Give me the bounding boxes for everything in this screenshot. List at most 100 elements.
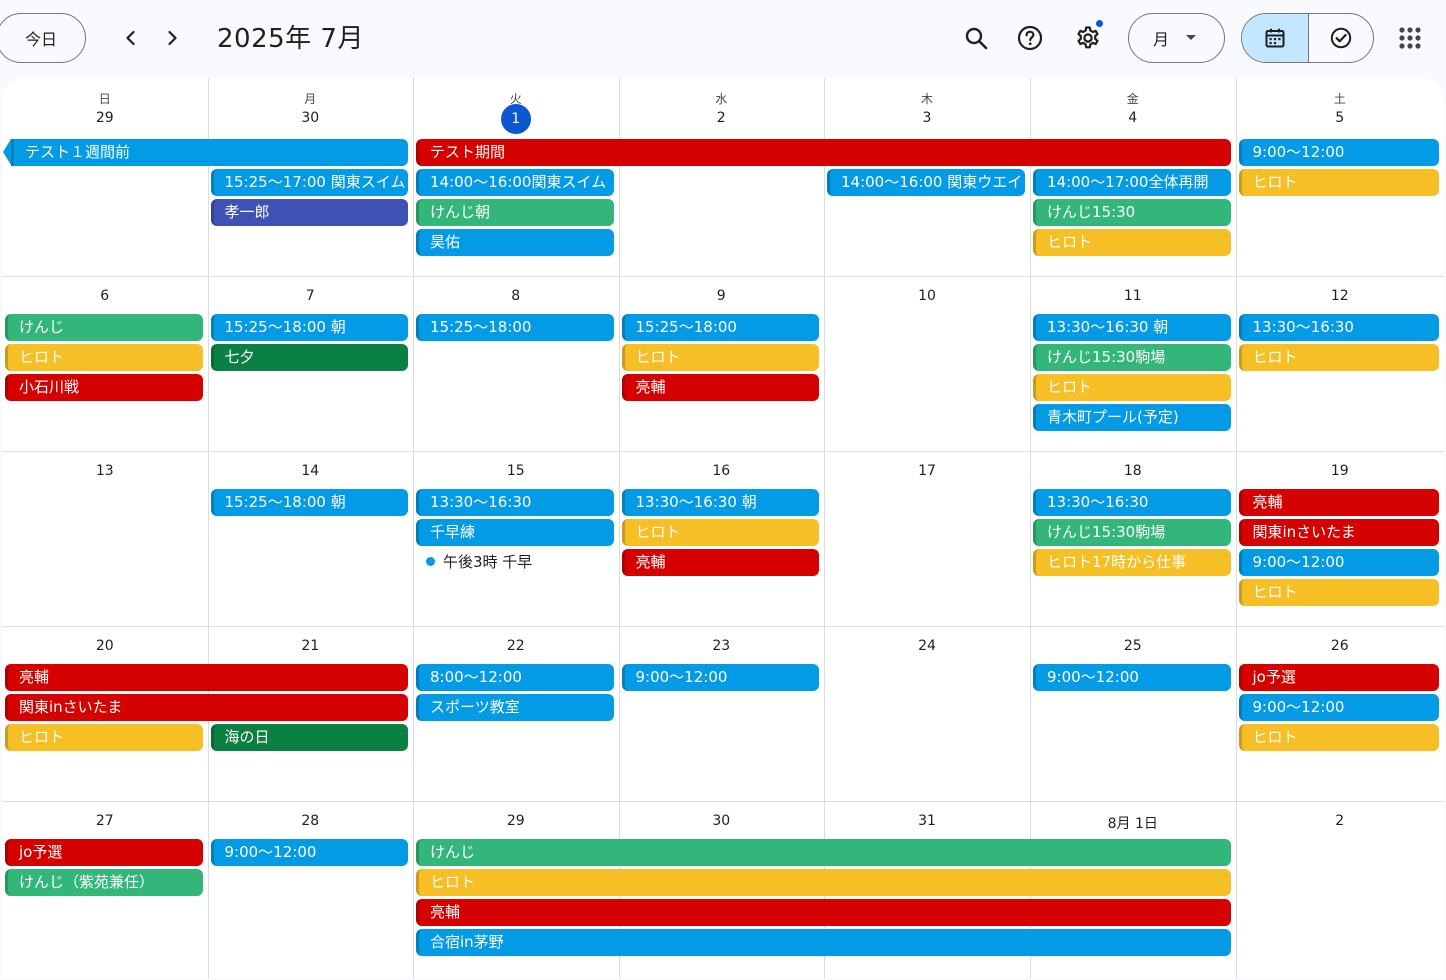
event-chip[interactable]: けんじ15:30 (1033, 199, 1231, 226)
event-chip[interactable]: 15:25〜17:00 関東スイム (210, 169, 408, 196)
day-number[interactable]: 2 (716, 110, 726, 126)
event-chip[interactable]: ヒロト (5, 344, 203, 371)
day-number[interactable]: 30 (712, 813, 731, 829)
day-number[interactable]: 4 (1128, 110, 1138, 126)
event-chip[interactable]: 七夕 (210, 344, 408, 371)
event-chip[interactable]: ヒロト (1033, 229, 1231, 256)
event-chip[interactable]: けんじ（紫苑兼任） (5, 869, 203, 896)
day-number[interactable]: 9 (716, 288, 726, 304)
chevron-right-icon[interactable] (156, 22, 188, 54)
event-chip[interactable]: 13:30〜16:30 朝 (1033, 314, 1231, 341)
event-chip[interactable]: 亮輔 (621, 374, 819, 401)
day-number[interactable]: 1 (413, 104, 619, 134)
event-chip[interactable]: 孝一郎 (210, 199, 408, 226)
day-number[interactable]: 7 (305, 288, 315, 304)
event-chip[interactable]: 関東inさいたま (1238, 519, 1439, 546)
event-chip[interactable]: 15:25〜18:00 朝 (210, 489, 408, 516)
day-number[interactable]: 29 (95, 110, 114, 126)
day-number[interactable]: 14 (301, 463, 320, 479)
event-chip[interactable]: けんじ (416, 839, 1231, 866)
apps-grid-icon[interactable] (1394, 22, 1426, 54)
event-chip[interactable]: 9:00〜12:00 (1238, 694, 1439, 721)
event-chip[interactable]: ヒロト17時から仕事 (1033, 549, 1231, 576)
search-icon[interactable] (958, 20, 994, 56)
event-chip[interactable]: 亮輔 (5, 664, 408, 691)
event-chip[interactable]: 9:00〜12:00 (1238, 549, 1439, 576)
calendar-icon[interactable] (1242, 14, 1308, 62)
event-chip[interactable]: 15:25〜18:00 (416, 314, 614, 341)
day-number[interactable]: 27 (95, 813, 114, 829)
day-number[interactable]: 29 (506, 813, 525, 829)
day-number[interactable]: 2 (1335, 813, 1345, 829)
event-chip[interactable]: 亮輔 (416, 899, 1231, 926)
event-chip[interactable]: jo予選 (1238, 664, 1439, 691)
gear-icon[interactable] (1070, 20, 1106, 56)
event-chip[interactable]: テスト１週間前 (11, 139, 408, 166)
day-number[interactable]: 20 (95, 638, 114, 654)
view-select[interactable]: 月 (1128, 13, 1225, 63)
event-chip[interactable]: 千早練 (416, 519, 614, 546)
day-number[interactable]: 18 (1123, 463, 1142, 479)
event-chip[interactable]: ヒロト (416, 869, 1231, 896)
day-number[interactable]: 16 (712, 463, 731, 479)
day-number[interactable]: 6 (100, 288, 110, 304)
event-chip[interactable]: ヒロト (1238, 724, 1439, 751)
day-number[interactable]: 8 (511, 288, 521, 304)
day-number[interactable]: 11 (1123, 288, 1142, 304)
event-chip[interactable]: 9:00〜12:00 (1033, 664, 1231, 691)
event-chip[interactable]: ヒロト (1238, 579, 1439, 606)
event-chip[interactable]: 小石川戦 (5, 374, 203, 401)
event-chip[interactable]: 13:30〜16:30 (1033, 489, 1231, 516)
event-chip[interactable]: ヒロト (1238, 169, 1439, 196)
event-chip[interactable]: けんじ15:30駒場 (1033, 519, 1231, 546)
event-chip[interactable]: ヒロト (621, 344, 819, 371)
event-chip[interactable]: けんじ朝 (416, 199, 614, 226)
event-chip[interactable]: 14:00〜16:00 関東ウエイ (827, 169, 1025, 196)
task-check-icon[interactable] (1307, 14, 1374, 62)
day-number[interactable]: 23 (712, 638, 731, 654)
event-chip[interactable]: 合宿in茅野 (416, 929, 1231, 956)
day-number[interactable]: 12 (1330, 288, 1349, 304)
event-chip[interactable]: ヒロト (1033, 374, 1231, 401)
day-number[interactable]: 8月 1日 (1107, 816, 1158, 832)
event-chip[interactable]: テスト期間 (416, 139, 1231, 166)
day-number[interactable]: 3 (922, 110, 932, 126)
event-chip[interactable]: 9:00〜12:00 (621, 664, 819, 691)
event-chip[interactable]: ヒロト (621, 519, 819, 546)
event-chip[interactable]: 9:00〜12:00 (1238, 139, 1439, 166)
event-chip[interactable]: 関東inさいたま (5, 694, 408, 721)
today-marker[interactable]: 1 (500, 104, 531, 134)
event-chip[interactable]: 13:30〜16:30 (416, 489, 614, 516)
event-chip[interactable]: 15:25〜18:00 (621, 314, 819, 341)
day-number[interactable]: 15 (506, 463, 525, 479)
event-chip[interactable]: 海の日 (210, 724, 408, 751)
day-number[interactable]: 21 (301, 638, 320, 654)
day-number[interactable]: 25 (1123, 638, 1142, 654)
day-number[interactable]: 17 (918, 463, 936, 479)
day-number[interactable]: 13 (95, 463, 114, 479)
day-number[interactable]: 10 (918, 288, 936, 304)
event-chip[interactable]: 昊佑 (416, 229, 614, 256)
event-chip[interactable]: jo予選 (5, 839, 203, 866)
event-chip[interactable]: 14:00〜16:00関東スイム (416, 169, 614, 196)
event-chip[interactable]: 8:00〜12:00 (416, 664, 614, 691)
event-chip[interactable]: 亮輔 (1238, 489, 1439, 516)
day-number[interactable]: 5 (1335, 110, 1345, 126)
event-chip[interactable]: 15:25〜18:00 朝 (210, 314, 408, 341)
day-number[interactable]: 19 (1330, 463, 1349, 479)
timed-event[interactable]: 午後3時 千早 (416, 549, 532, 576)
event-chip[interactable]: 亮輔 (621, 549, 819, 576)
event-chip[interactable]: 13:30〜16:30 (1238, 314, 1439, 341)
event-chip[interactable]: 14:00〜17:00全体再開 (1033, 169, 1231, 196)
event-chip[interactable]: ヒロト (1238, 344, 1439, 371)
today-button[interactable]: 今日 (0, 13, 86, 63)
help-icon[interactable] (1012, 20, 1048, 56)
event-chip[interactable]: けんじ (5, 314, 203, 341)
chevron-left-icon[interactable] (115, 22, 147, 54)
event-chip[interactable]: けんじ15:30駒場 (1033, 344, 1231, 371)
day-number[interactable]: 30 (301, 110, 320, 126)
event-chip[interactable]: スポーツ教室 (416, 694, 614, 721)
event-chip[interactable]: 9:00〜12:00 (210, 839, 408, 866)
day-number[interactable]: 22 (506, 638, 525, 654)
day-number[interactable]: 28 (301, 813, 320, 829)
